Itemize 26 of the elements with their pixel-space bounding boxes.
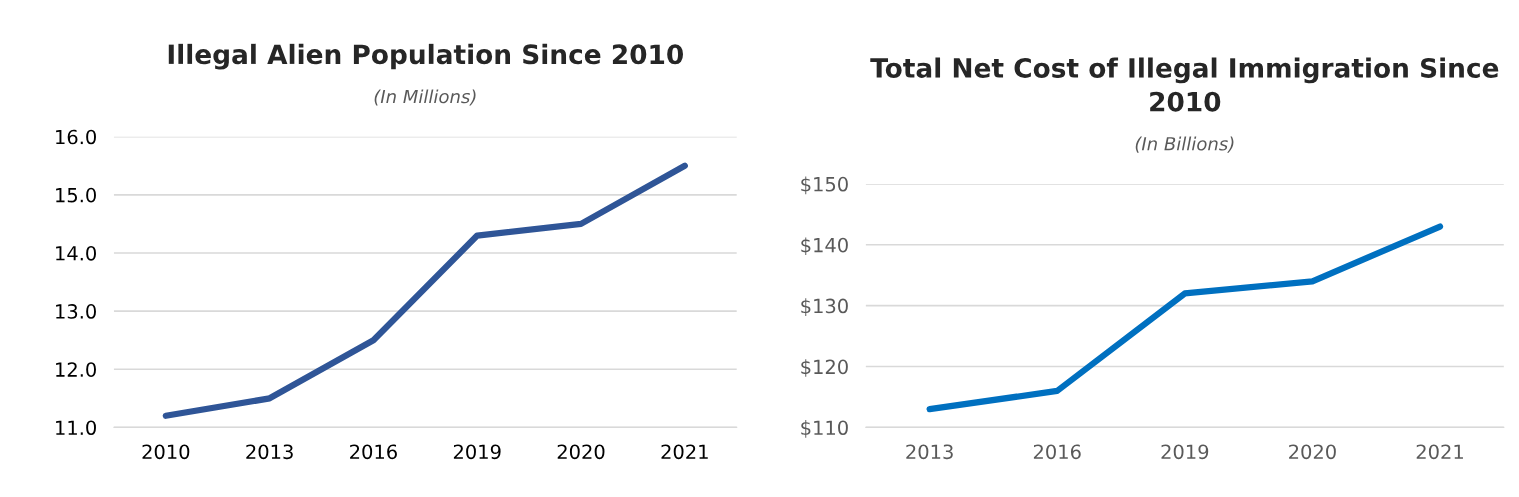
y-tick-label: $130 (801, 298, 848, 316)
chart-title: Total Net Cost of Illegal Immigration Since 2010 (870, 57, 1499, 112)
chart-title: Illegal Alien Population Since 2010 (168, 43, 683, 70)
x-tick-label: 2020 (1289, 444, 1336, 460)
x-tick-label: 2019 (453, 444, 501, 460)
y-tick-label: 14.0 (56, 245, 96, 261)
y-tick-label: 13.0 (56, 304, 96, 319)
y-tick-label: $150 (801, 176, 848, 195)
x-tick-label: 2010 (142, 444, 190, 460)
x-tick-label: 2021 (661, 444, 708, 460)
y-tick-label: 12.0 (56, 362, 96, 377)
y-tick-label: 11.0 (56, 420, 96, 436)
chart-subtitle: (In Billions) (1135, 136, 1234, 153)
chart-subtitle: (In Millions) (374, 89, 476, 106)
y-tick-label: 16.0 (56, 129, 96, 145)
x-tick-label: 2021 (1416, 444, 1463, 460)
y-tick-label: $120 (801, 359, 848, 377)
x-tick-label: 2013 (906, 444, 953, 460)
y-tick-label: 15.0 (56, 187, 96, 203)
y-tick-label: $110 (801, 420, 848, 438)
x-tick-label: 2020 (557, 444, 605, 460)
x-tick-label: 2016 (1033, 444, 1081, 460)
x-tick-label: 2016 (350, 444, 397, 460)
y-tick-label: $140 (801, 237, 848, 256)
x-tick-label: 2013 (246, 444, 293, 460)
x-tick-label: 2019 (1161, 444, 1209, 460)
